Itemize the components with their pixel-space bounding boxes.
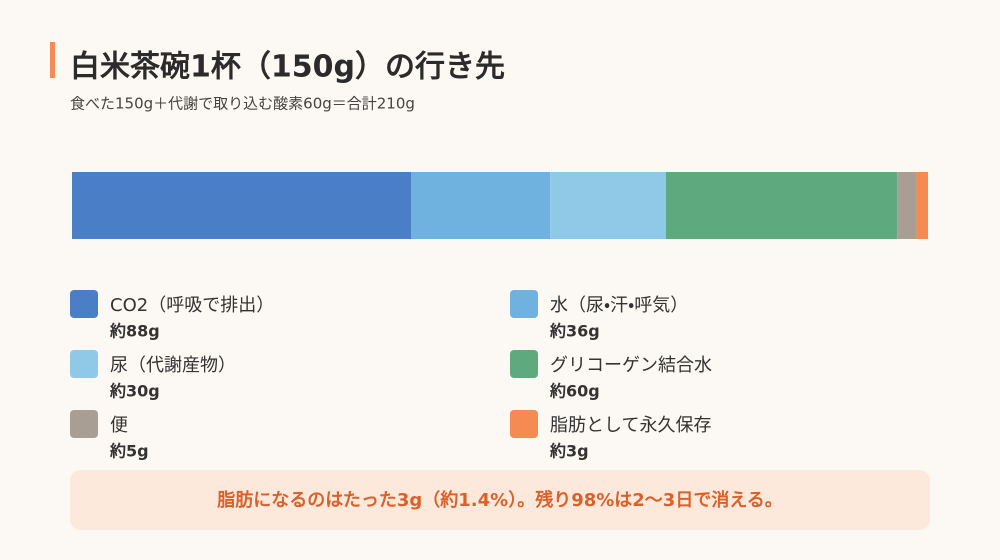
value-label: 約88g (109, 322, 160, 341)
legend-swatch (70, 290, 98, 318)
note: 脂肪になるのはたった3g（約1.4%）。残り98%は2〜3日で消える。 (217, 489, 783, 511)
legend-swatch (510, 350, 538, 378)
legend-label: グリコーゲン結合水 (550, 355, 712, 376)
value-label: 約3g (549, 442, 589, 461)
bar-segment (916, 172, 928, 239)
bar-segment (72, 172, 412, 239)
legend-label: CO2（呼吸で排出） (110, 295, 274, 316)
legend-label: 尿（代謝産物） (110, 355, 236, 376)
title-accent (50, 42, 55, 78)
value-label: 約36g (549, 322, 600, 341)
legend-swatch (70, 410, 98, 438)
bar-segment (665, 172, 898, 239)
legend-swatch (70, 350, 98, 378)
legend-label: 脂肪として永久保存 (550, 415, 711, 436)
value-label: 約5g (109, 442, 149, 461)
value-label: 約60g (549, 382, 600, 401)
legend-label: 便 (110, 415, 128, 436)
bar-segment (411, 172, 551, 239)
note-box (70, 470, 930, 530)
legend-swatch (510, 410, 538, 438)
bar-segment (897, 172, 917, 239)
legend-label: 水（尿・汗・呼気） (550, 295, 688, 316)
bar-segment (550, 172, 666, 239)
value-label: 約30g (109, 382, 160, 401)
chart-title: 白米茶碗1杯（150g）の行き先 (70, 50, 505, 85)
legend-swatch (510, 290, 538, 318)
chart-subtitle: 食べた150g＋代謝で取り込む酸素60g＝合計210g (70, 95, 415, 113)
